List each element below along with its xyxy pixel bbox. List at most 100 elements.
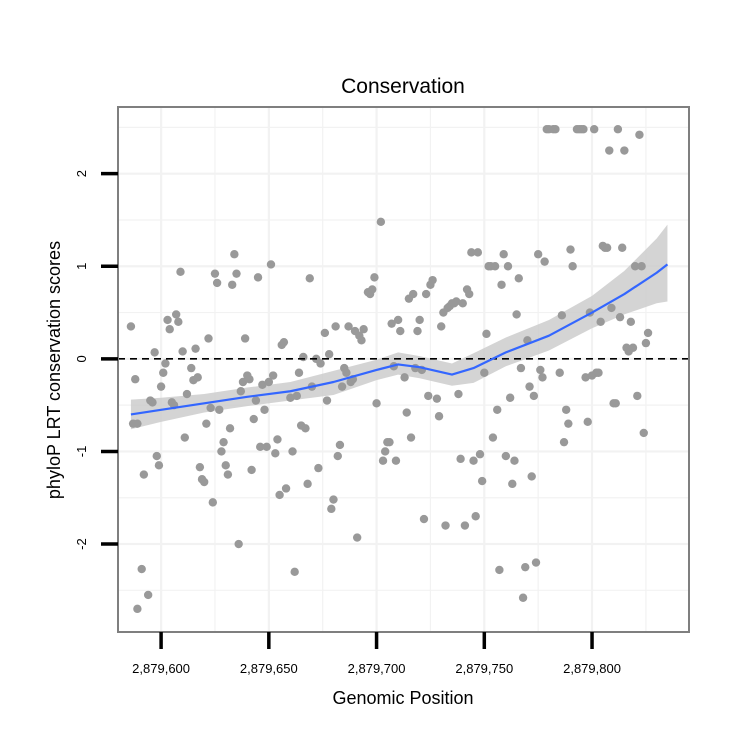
data-point [264, 377, 274, 387]
data-point [385, 437, 394, 447]
data-point [260, 405, 269, 414]
x-tick-label: 2,879,750 [455, 661, 513, 676]
data-point [268, 371, 278, 380]
data-point [473, 248, 483, 257]
data-point [208, 498, 218, 507]
data-point [441, 521, 450, 530]
data-point [637, 262, 646, 271]
data-point [221, 461, 230, 470]
data-point [626, 317, 636, 327]
data-point [628, 343, 638, 352]
x-tick-label: 2,879,650 [240, 661, 298, 676]
data-point [212, 278, 222, 288]
data-point [279, 337, 289, 347]
data-point [271, 449, 280, 458]
data-point [154, 461, 164, 470]
data-point [415, 315, 424, 325]
data-point [607, 303, 616, 313]
data-point [396, 326, 405, 336]
y-tick-label: 2 [74, 170, 89, 177]
data-point [380, 447, 390, 456]
data-point [510, 456, 519, 465]
data-point [223, 470, 233, 479]
data-point [516, 363, 526, 373]
x-tick-label: 2,879,700 [348, 661, 406, 676]
data-point [499, 250, 508, 259]
data-point [335, 440, 345, 450]
data-point [583, 417, 592, 427]
data-point [238, 377, 248, 387]
data-point [376, 217, 386, 227]
data-point [413, 326, 422, 336]
data-point [228, 280, 237, 289]
data-point [596, 317, 605, 327]
data-point [256, 442, 265, 452]
data-point [424, 391, 433, 401]
data-point [469, 456, 478, 465]
data-point [452, 297, 461, 306]
confidence-band [130, 224, 668, 430]
y-axis: -2 -1 0 1 2 [74, 170, 118, 550]
data-point [501, 451, 511, 461]
data-point [477, 476, 487, 486]
data-point [531, 558, 541, 567]
data-point [488, 433, 498, 442]
data-point [611, 399, 620, 408]
data-point [230, 250, 239, 259]
data-point [378, 456, 388, 465]
data-point [163, 315, 172, 325]
data-point [337, 382, 347, 391]
data-point [641, 338, 651, 348]
data-point [393, 315, 403, 325]
data-point [505, 393, 515, 402]
data-point [320, 328, 330, 338]
x-axis: 2,879,600 2,879,650 2,879,700 2,879,750 2,87… [132, 632, 621, 676]
data-point [605, 146, 614, 155]
data-point [630, 262, 640, 271]
data-point [460, 521, 470, 530]
data-point [557, 311, 567, 320]
data-point [555, 368, 564, 377]
y-tick-label: -1 [74, 446, 89, 458]
data-point [210, 269, 220, 278]
data-point [180, 433, 189, 442]
data-point [594, 368, 603, 377]
data-point [579, 125, 588, 134]
data-point [512, 310, 521, 319]
data-point [258, 380, 267, 389]
data-point [299, 352, 308, 362]
data-point [324, 350, 334, 359]
data-point [639, 428, 648, 438]
data-point [156, 382, 166, 391]
data-point [618, 243, 627, 252]
data-point [333, 451, 342, 461]
data-point [456, 454, 465, 464]
data-point [402, 408, 411, 417]
data-point [314, 463, 323, 473]
data-point [434, 412, 444, 421]
x-axis-label: Genomic Position [332, 688, 473, 708]
data-point [150, 348, 159, 357]
data-point [613, 125, 623, 134]
data-point [568, 262, 577, 271]
confidence-band-group [130, 224, 668, 430]
data-point [195, 462, 205, 472]
data-point [514, 274, 523, 283]
data-point [493, 405, 502, 414]
y-tick-label: -2 [74, 538, 89, 550]
y-axis-label: phyloP LRT conservation scores [44, 241, 64, 499]
data-point [419, 514, 429, 524]
gridlines [118, 107, 689, 632]
data-point [202, 419, 211, 428]
data-point [176, 267, 185, 277]
data-point [635, 130, 644, 139]
data-point [482, 329, 491, 339]
data-point [161, 359, 170, 368]
data-point [387, 319, 396, 328]
data-point [467, 248, 476, 257]
data-point [137, 564, 146, 574]
data-point [236, 387, 246, 396]
data-point [589, 125, 599, 134]
data-point [406, 433, 416, 442]
data-point [497, 280, 506, 289]
